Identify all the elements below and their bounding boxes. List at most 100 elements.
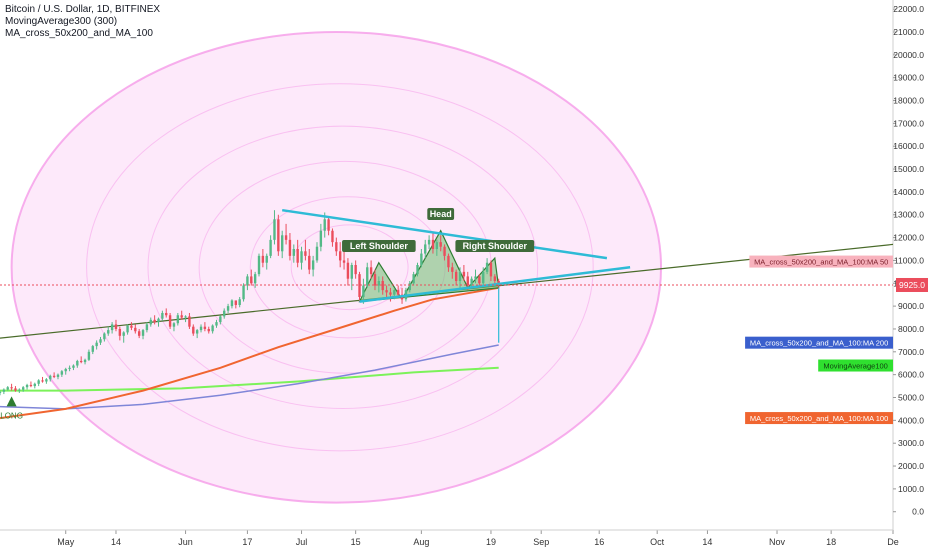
candle [130,322,133,331]
candle-body [56,374,60,377]
fibonacci-ellipse-ring [86,83,594,452]
candle [366,262,369,288]
candle [165,308,168,318]
right-shoulder-label: Right Shoulder [455,240,535,253]
candle-body [107,330,110,334]
y-tick-label: 6000.0 [898,370,924,380]
candle [122,331,125,343]
candle [454,269,458,286]
x-tick-label: 14 [702,537,712,547]
candle [277,214,280,256]
candle-body [110,324,114,331]
candle [435,239,439,256]
candle [462,265,466,281]
candle [354,260,357,279]
candle-body [238,299,241,305]
candle [180,310,183,320]
candle-body [207,328,210,332]
ma300-axis-label-bg [818,359,893,372]
candle [110,322,114,334]
candle [327,217,330,236]
candle-body [192,326,195,334]
ma100-axis-label: MA_cross_50x200_and_MA_100:MA 100 [750,414,888,423]
indicator-ma-cross[interactable]: MA_cross_50x200_and_MA_100 [5,28,153,39]
candle-body [253,274,257,284]
candle-body [385,290,388,293]
candle-body [165,312,168,316]
candle [14,386,17,392]
candle-body [369,267,373,275]
candle-body [33,383,36,387]
candle-body [284,235,288,240]
y-tick-label: 5000.0 [898,393,924,403]
candle [346,258,350,286]
y-tick-label: 18000.0 [893,96,924,106]
fibonacci-ellipse-outer [10,30,663,504]
candle [250,269,253,286]
candle [87,349,91,361]
x-tick-label: 16 [594,537,604,547]
candle-body [443,246,446,256]
candle [381,276,384,295]
candle-body [300,251,303,263]
candle-body [451,267,454,272]
candle [308,249,311,275]
y-tick-label: 2000.0 [898,461,924,471]
candle-body [199,326,203,331]
candle-body [161,312,164,319]
candle-body [466,276,469,286]
symbol-title[interactable]: Bitcoin / U.S. Dollar, 1D, BITFINEX [5,4,161,15]
candle [427,235,431,250]
candle-body [273,219,276,240]
y-tick-label: 17000.0 [893,118,924,128]
candle [304,239,307,261]
candle [153,315,156,325]
candle-body [18,389,21,391]
y-tick-label: 12000.0 [893,233,924,243]
candle-body [195,330,199,334]
candle-body [242,285,245,300]
candle-body [427,239,431,245]
x-tick-label: Aug [413,537,429,547]
y-tick-label: 20000.0 [893,50,924,60]
candle [389,287,392,302]
candle-body [482,271,485,284]
candle [64,367,67,375]
candle-body [265,255,268,263]
candle [292,244,295,263]
y-tick-label: 14000.0 [893,187,924,197]
candle-body [49,375,52,380]
ma50-axis-label: MA_cross_50x200_and_MA_100:MA 50 [754,258,888,267]
candle-body [493,276,497,281]
candle [184,315,187,323]
candle [458,267,462,288]
candle-body [389,292,392,295]
candle-body [6,387,9,390]
candle [408,280,411,293]
candle [219,315,222,325]
candle [489,260,493,281]
channel-bottom-line [359,266,631,303]
candle [203,322,207,332]
candle [145,322,149,333]
y-tick-label: 1000.0 [898,484,924,494]
candle-body [377,280,381,286]
candle [385,285,388,297]
candle [0,390,2,396]
candle-body [87,351,91,360]
indicator-ma300[interactable]: MovingAverage300 (300) [5,16,118,27]
candle [288,233,292,261]
candle-body [342,260,346,263]
candle [45,378,48,384]
y-tick-label: 7000.0 [898,347,924,357]
candle [126,324,129,335]
candle-body [362,285,365,297]
candle-body [335,242,338,252]
x-tick-label: De [887,537,899,547]
candle-body [416,265,419,275]
ma50-axis-label-bg [749,255,893,268]
y-tick-label: 0.0 [912,507,924,517]
candle-body [412,274,415,284]
